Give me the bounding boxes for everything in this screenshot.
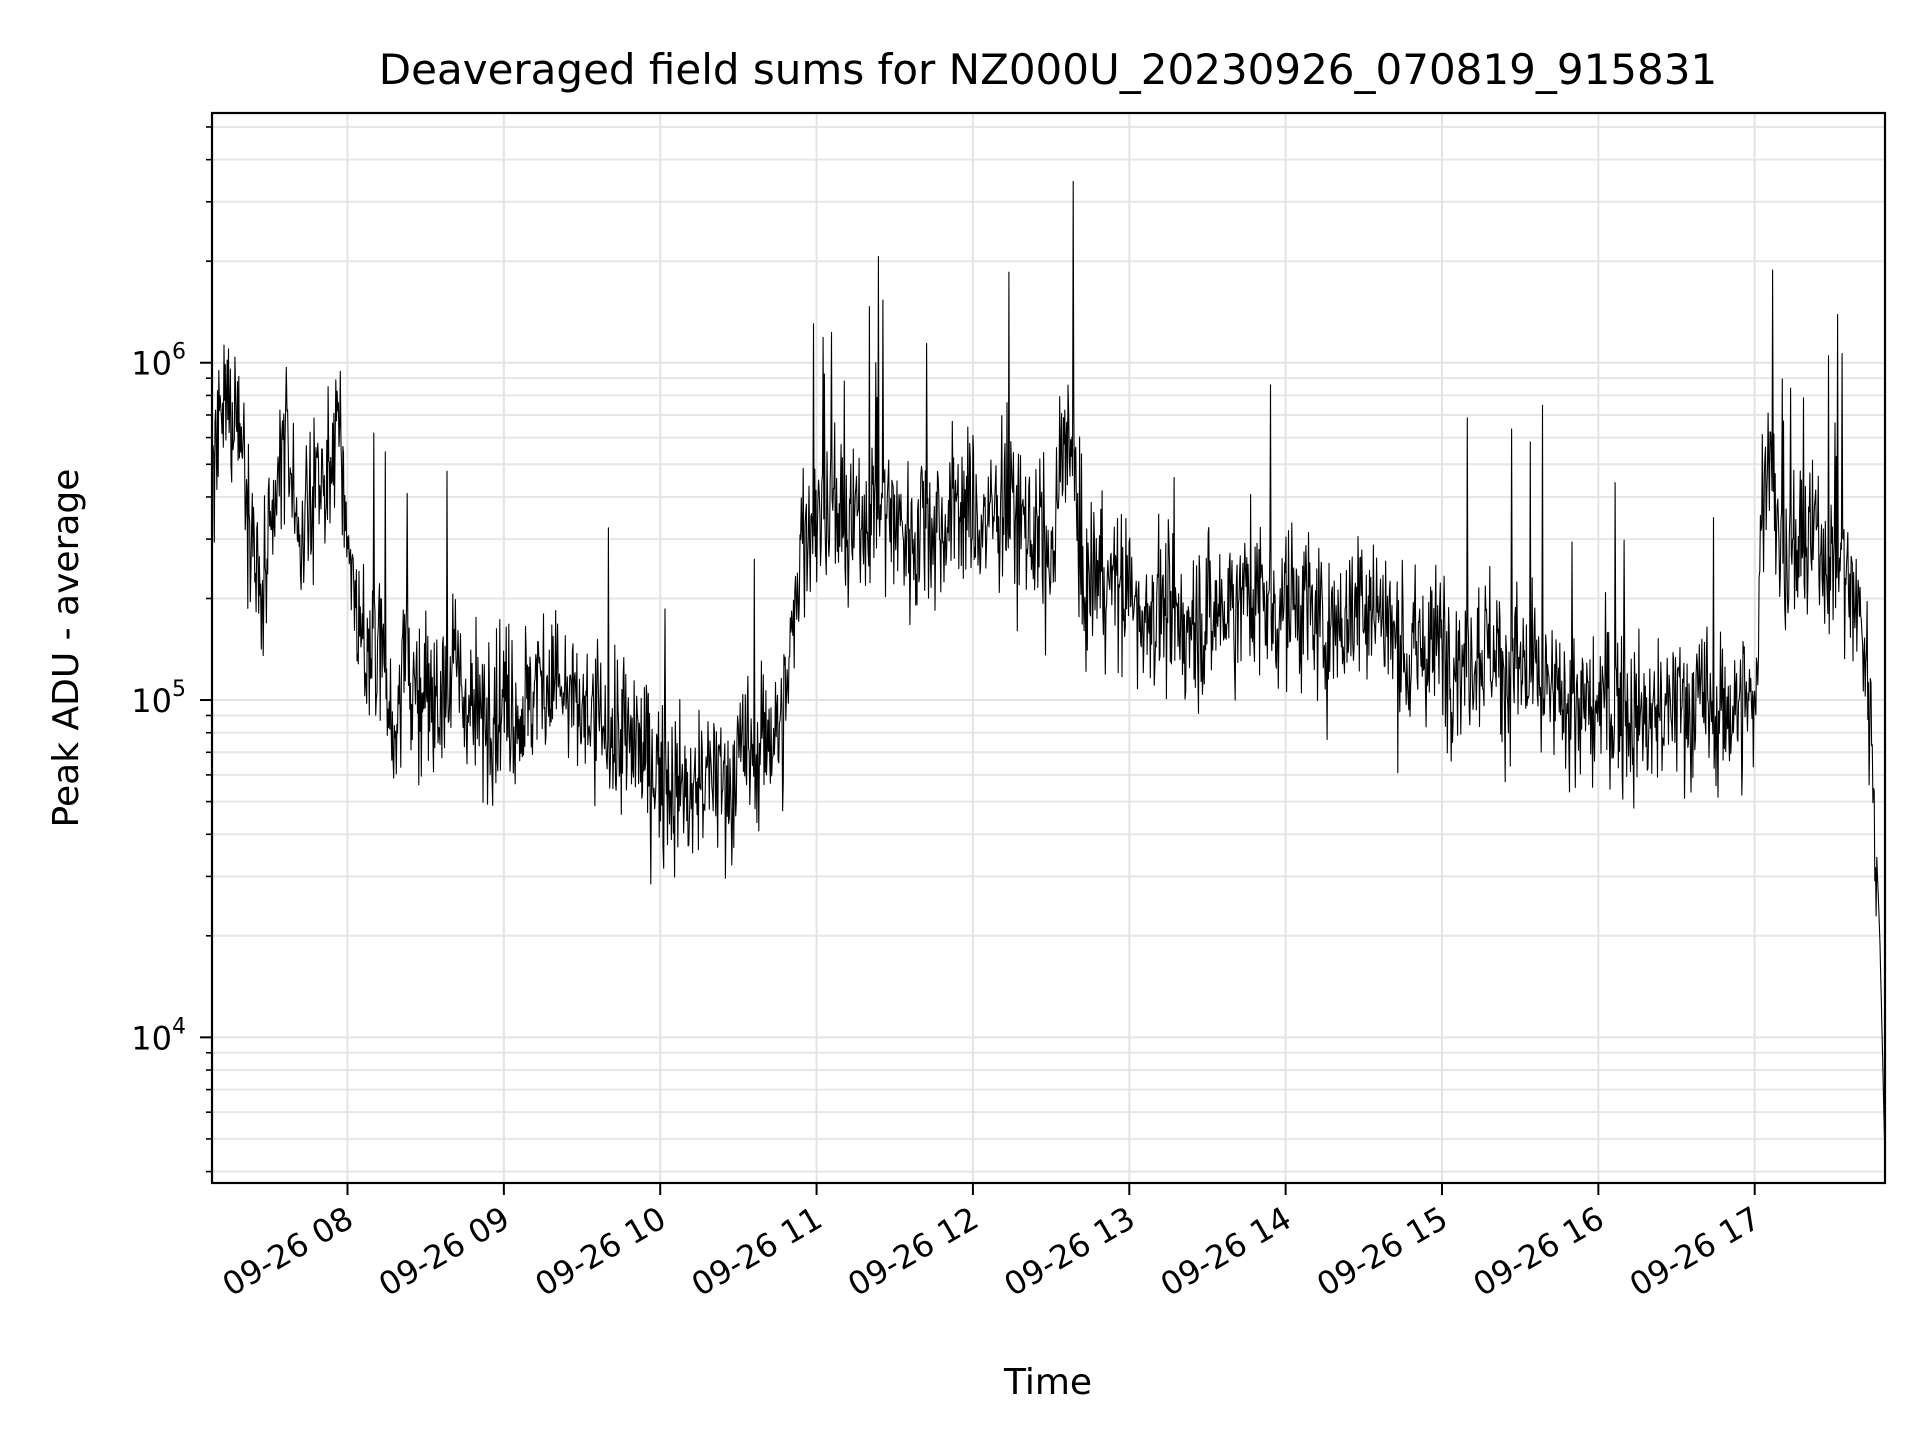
series-layer: [212, 180, 1886, 1139]
y-tick-label: 105: [131, 677, 186, 720]
grid-minor: [212, 125, 1885, 1173]
y-tick-label: 104: [131, 1014, 186, 1057]
y-tick-base: 10: [131, 345, 172, 383]
x-axis-label: Time: [1003, 1362, 1092, 1403]
y-tick-base: 10: [131, 682, 172, 720]
y-tick-base: 10: [131, 1019, 172, 1057]
y-tick-label: 106: [131, 340, 186, 383]
y-axis-label: Peak ADU - average: [46, 469, 87, 828]
chart-title: Deaveraged field sums for NZ000U_2023092…: [379, 45, 1717, 94]
plot-frame: [210, 111, 1887, 1185]
grid-major: [212, 113, 1885, 1183]
axis-ticks: [200, 126, 1756, 1195]
y-tick-exponent: 5: [172, 677, 186, 702]
y-tick-exponent: 4: [172, 1014, 186, 1039]
y-tick-exponent: 6: [172, 340, 186, 365]
series-line: [212, 180, 1886, 1139]
